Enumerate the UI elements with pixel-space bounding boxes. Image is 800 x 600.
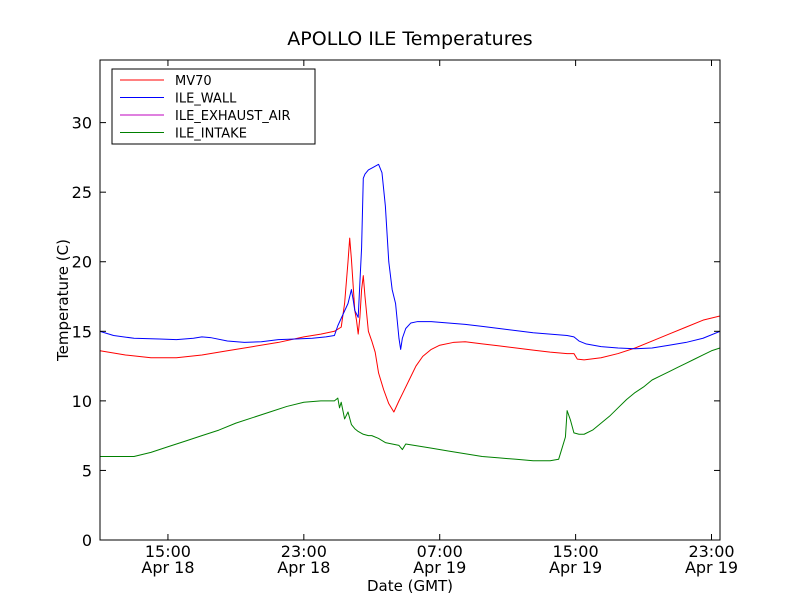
legend-label-3: ILE_INTAKE xyxy=(175,127,247,142)
y-tick-label: 10 xyxy=(72,392,92,411)
plot-frame xyxy=(99,59,721,541)
legend-label-2: ILE_EXHAUST_AIR xyxy=(175,109,291,124)
x-tick-time-label: 23:00 xyxy=(688,542,734,561)
series-line-1 xyxy=(100,163,720,350)
legend-label-0: MV70 xyxy=(175,74,212,89)
y-tick-label: 15 xyxy=(72,322,92,341)
legend-box xyxy=(111,68,316,145)
series-line-0 xyxy=(100,237,720,413)
x-tick-time-label: 15:00 xyxy=(145,542,191,561)
x-tick-date-label: Apr 19 xyxy=(413,558,466,577)
series-line-3 xyxy=(100,347,720,462)
x-axis-label: Date (GMT) xyxy=(367,577,453,595)
x-tick-time-label: 23:00 xyxy=(281,542,327,561)
y-axis-label: Temperature (C) xyxy=(54,239,72,362)
series-layer xyxy=(100,163,720,462)
x-tick-date-label: Apr 18 xyxy=(141,558,194,577)
y-tick-label: 20 xyxy=(72,253,92,272)
x-tick-date-label: Apr 19 xyxy=(549,558,602,577)
y-tick-label: 0 xyxy=(82,531,92,550)
chart-title: APOLLO ILE Temperatures xyxy=(287,28,532,50)
y-tick-label: 25 xyxy=(72,183,92,202)
x-tick-time-label: 07:00 xyxy=(417,542,463,561)
x-tick-date-label: Apr 18 xyxy=(277,558,330,577)
y-tick-label: 30 xyxy=(72,114,92,133)
x-tick-date-label: Apr 19 xyxy=(685,558,738,577)
legend: MV70 ILE_WALL ILE_EXHAUST_AIR ILE_INTAKE xyxy=(111,68,316,145)
legend-label-1: ILE_WALL xyxy=(175,92,237,107)
x-tick-time-label: 15:00 xyxy=(553,542,599,561)
y-tick-label: 5 xyxy=(82,461,92,480)
